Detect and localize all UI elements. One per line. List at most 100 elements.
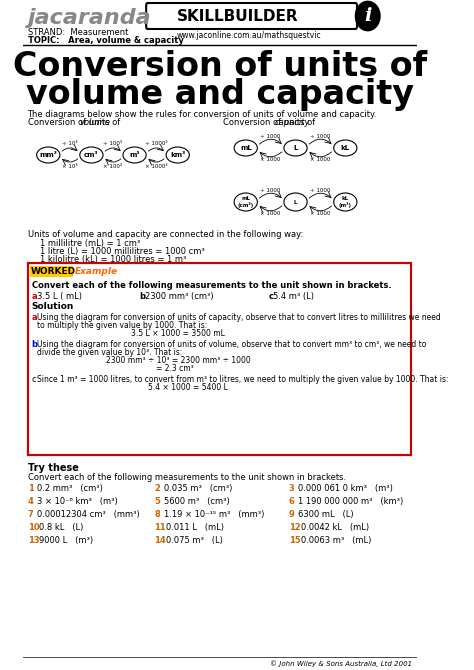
Text: 3 × 10⁻⁶ km³   (m³): 3 × 10⁻⁶ km³ (m³) bbox=[37, 497, 118, 506]
Text: b: b bbox=[32, 340, 38, 349]
FancyBboxPatch shape bbox=[27, 263, 411, 455]
Text: b: b bbox=[139, 292, 146, 301]
Text: 0.8 kL   (L): 0.8 kL (L) bbox=[39, 523, 84, 532]
Text: 1 190 000 000 m³   (km³): 1 190 000 000 m³ (km³) bbox=[298, 497, 403, 506]
Text: ÷ 1000³: ÷ 1000³ bbox=[145, 141, 167, 146]
Text: L: L bbox=[293, 145, 298, 151]
Text: ÷ 10³: ÷ 10³ bbox=[62, 141, 78, 146]
Text: ÷ 100³: ÷ 100³ bbox=[103, 141, 123, 146]
Text: mL
(cm³): mL (cm³) bbox=[237, 196, 254, 208]
Text: volume and capacity: volume and capacity bbox=[26, 78, 414, 111]
Text: 3.5 L ( mL): 3.5 L ( mL) bbox=[36, 292, 82, 301]
Text: STRAND:  Measurement: STRAND: Measurement bbox=[27, 28, 128, 37]
Ellipse shape bbox=[334, 193, 357, 211]
Text: 10: 10 bbox=[27, 523, 39, 532]
Text: ÷ 1000: ÷ 1000 bbox=[260, 134, 281, 139]
Text: WORKED: WORKED bbox=[31, 267, 76, 276]
FancyBboxPatch shape bbox=[146, 3, 357, 29]
Text: 1.19 × 10⁻¹⁵ m³   (mm³): 1.19 × 10⁻¹⁵ m³ (mm³) bbox=[164, 510, 264, 519]
Text: L: L bbox=[294, 200, 297, 204]
Text: 6300 mL   (L): 6300 mL (L) bbox=[298, 510, 354, 519]
Ellipse shape bbox=[36, 147, 60, 163]
Text: 2300 mm³ (cm³): 2300 mm³ (cm³) bbox=[145, 292, 213, 301]
Text: 5.4 m³ (L): 5.4 m³ (L) bbox=[273, 292, 314, 301]
Text: × 10³: × 10³ bbox=[62, 164, 78, 169]
Text: mm³: mm³ bbox=[39, 152, 57, 158]
Text: ÷ 1000: ÷ 1000 bbox=[260, 188, 281, 193]
Text: Convert each of the following measurements to the unit shown in brackets.: Convert each of the following measuremen… bbox=[32, 281, 392, 290]
Text: Solution: Solution bbox=[32, 302, 74, 311]
Text: a: a bbox=[32, 313, 37, 322]
Text: × 100³: × 100³ bbox=[103, 164, 123, 169]
Ellipse shape bbox=[234, 140, 257, 156]
Text: TOPIC:   Area, volume & capacity: TOPIC: Area, volume & capacity bbox=[27, 36, 183, 45]
Circle shape bbox=[356, 2, 379, 30]
Text: 8: 8 bbox=[155, 510, 160, 519]
Text: 1: 1 bbox=[27, 484, 33, 493]
Text: 7: 7 bbox=[27, 510, 33, 519]
Text: capacity: capacity bbox=[275, 118, 310, 127]
Text: 9: 9 bbox=[289, 510, 295, 519]
Text: Try these: Try these bbox=[27, 463, 78, 473]
Text: 5: 5 bbox=[155, 497, 160, 506]
Text: 2: 2 bbox=[155, 484, 160, 493]
Text: Conversion of units of: Conversion of units of bbox=[13, 50, 427, 83]
Text: ÷ 1000: ÷ 1000 bbox=[310, 188, 330, 193]
Ellipse shape bbox=[166, 147, 189, 163]
Text: cm³: cm³ bbox=[84, 152, 99, 158]
Ellipse shape bbox=[123, 147, 146, 163]
Text: Convert each of the following measurements to the unit shown in brackets.: Convert each of the following measuremen… bbox=[27, 473, 346, 482]
Text: 6: 6 bbox=[289, 497, 295, 506]
Text: 2300 mm³ ÷ 10³ = 2300 mm³ ÷ 1000: 2300 mm³ ÷ 10³ = 2300 mm³ ÷ 1000 bbox=[106, 356, 251, 365]
Text: divide the given value by 10³. That is:: divide the given value by 10³. That is: bbox=[37, 348, 183, 357]
Text: a: a bbox=[32, 292, 37, 301]
Text: SKILLBUILDER: SKILLBUILDER bbox=[177, 9, 299, 23]
Text: 1 kilolitre (kL) = 1000 litres = 1 m³: 1 kilolitre (kL) = 1000 litres = 1 m³ bbox=[40, 255, 186, 264]
Text: Conversion of units of: Conversion of units of bbox=[222, 118, 318, 127]
Text: Units of volume and capacity are connected in the following way:: Units of volume and capacity are connect… bbox=[27, 230, 303, 239]
Text: Conversion of units of: Conversion of units of bbox=[27, 118, 122, 127]
Text: 0.2 mm³   (cm³): 0.2 mm³ (cm³) bbox=[37, 484, 103, 493]
Text: × 1000: × 1000 bbox=[260, 211, 281, 216]
Text: 12: 12 bbox=[289, 523, 301, 532]
Text: i: i bbox=[364, 7, 372, 25]
Text: c: c bbox=[268, 292, 273, 301]
Text: 0.0063 m³   (mL): 0.0063 m³ (mL) bbox=[301, 536, 371, 545]
Text: The diagrams below show the rules for conversion of units of volume and capacity: The diagrams below show the rules for co… bbox=[27, 110, 377, 119]
Text: www.jaconline.com.au/mathsquestvic: www.jaconline.com.au/mathsquestvic bbox=[177, 31, 321, 40]
Ellipse shape bbox=[80, 147, 103, 163]
Text: × 1000: × 1000 bbox=[310, 211, 330, 216]
Text: kL
(m³): kL (m³) bbox=[339, 196, 352, 208]
Text: 0.011 L   (mL): 0.011 L (mL) bbox=[166, 523, 224, 532]
Text: volume: volume bbox=[80, 118, 111, 127]
Text: 5600 m³   (cm³): 5600 m³ (cm³) bbox=[164, 497, 229, 506]
Text: km³: km³ bbox=[170, 152, 185, 158]
Text: 1 litre (L) = 1000 millilitres = 1000 cm³: 1 litre (L) = 1000 millilitres = 1000 cm… bbox=[40, 247, 205, 256]
Text: 0.000 061 0 km³   (m³): 0.000 061 0 km³ (m³) bbox=[298, 484, 393, 493]
Text: 15: 15 bbox=[289, 536, 301, 545]
Text: × 1000: × 1000 bbox=[310, 157, 330, 162]
Text: 3: 3 bbox=[289, 484, 295, 493]
Text: to multiply the given value by 1000. That is:: to multiply the given value by 1000. Tha… bbox=[37, 321, 208, 330]
Text: 9000 L   (m³): 9000 L (m³) bbox=[39, 536, 93, 545]
Text: jacaranda: jacaranda bbox=[27, 8, 151, 28]
Text: 0.00012304 cm³   (mm³): 0.00012304 cm³ (mm³) bbox=[37, 510, 139, 519]
Ellipse shape bbox=[334, 140, 357, 156]
Text: 0.035 m³   (cm³): 0.035 m³ (cm³) bbox=[164, 484, 232, 493]
Text: 4: 4 bbox=[27, 497, 33, 506]
Text: × 1000³: × 1000³ bbox=[145, 164, 167, 169]
Text: Example: Example bbox=[75, 267, 118, 276]
Text: c: c bbox=[32, 375, 36, 384]
Text: 14: 14 bbox=[155, 536, 166, 545]
Ellipse shape bbox=[284, 193, 307, 211]
Text: kL: kL bbox=[341, 145, 350, 151]
Text: Using the diagram for conversion of units of capacity, observe that to convert l: Using the diagram for conversion of unit… bbox=[37, 313, 441, 322]
Text: 11: 11 bbox=[155, 523, 166, 532]
Text: Since 1 m³ = 1000 litres, to convert from m³ to litres, we need to multiply the : Since 1 m³ = 1000 litres, to convert fro… bbox=[37, 375, 449, 384]
Ellipse shape bbox=[284, 140, 307, 156]
Text: ÷ 1000: ÷ 1000 bbox=[310, 134, 330, 139]
Text: 0.0042 kL   (mL): 0.0042 kL (mL) bbox=[301, 523, 369, 532]
Text: mL: mL bbox=[240, 145, 252, 151]
Text: = 2.3 cm³: = 2.3 cm³ bbox=[156, 364, 194, 373]
Text: 3.5 L × 1000 = 3500 mL: 3.5 L × 1000 = 3500 mL bbox=[131, 329, 225, 338]
